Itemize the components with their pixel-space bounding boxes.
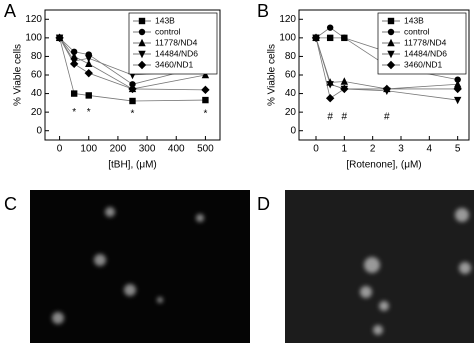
x-tick-label: 5 (455, 144, 461, 155)
y-tick-label: 40 (31, 88, 43, 99)
marker (70, 52, 78, 60)
y-tick-label: 20 (285, 107, 297, 118)
y-axis-label: % Viable cells (13, 44, 24, 106)
y-tick-label: 80 (31, 51, 43, 62)
marker (129, 97, 136, 105)
y-tick-label: 120 (25, 14, 42, 25)
legend-label: 143B (155, 15, 175, 25)
marker (129, 81, 136, 88)
legend-label: 14484/ND6 (404, 48, 447, 58)
legend-marker (138, 28, 146, 36)
image-c (30, 190, 250, 343)
legend-label: 3460/ND1 (404, 59, 443, 69)
annotation: * (131, 109, 135, 120)
y-tick-label: 120 (279, 14, 296, 25)
annotation: # (342, 111, 348, 122)
legend-marker (138, 38, 146, 47)
annotation: * (203, 109, 207, 120)
x-tick-label: 1 (342, 144, 348, 155)
legend-marker (387, 50, 395, 59)
marker (340, 77, 349, 85)
legend-marker (138, 50, 146, 59)
marker (340, 84, 349, 94)
y-tick-label: 100 (25, 32, 42, 43)
x-axis-label: [tBH], (μM) (108, 160, 157, 171)
legend-marker (387, 17, 395, 25)
marker (202, 96, 209, 104)
marker (70, 48, 78, 55)
marker (311, 33, 321, 43)
marker (128, 84, 137, 94)
legend-label: control (404, 26, 430, 36)
x-tick-label: 0 (57, 144, 63, 155)
y-tick-label: 60 (285, 70, 297, 81)
panel-label: B (257, 1, 269, 21)
y-tick-label: 0 (290, 125, 296, 136)
x-axis-label: [Rotenone], (μM) (346, 160, 421, 171)
legend-label: 143B (404, 15, 424, 25)
legend-marker (137, 60, 147, 70)
legend-marker (386, 60, 396, 70)
marker (85, 92, 92, 99)
x-tick-label: 3 (398, 144, 404, 155)
x-tick-label: 0 (313, 144, 319, 155)
legend-label: 14484/ND6 (155, 48, 198, 58)
marker (453, 96, 462, 105)
legend-marker (138, 17, 146, 25)
annotation: * (87, 107, 91, 118)
marker (325, 94, 335, 103)
legend-label: 11778/ND4 (155, 37, 198, 47)
panel-label: C (4, 194, 17, 214)
marker (201, 85, 210, 95)
marker (382, 84, 392, 94)
marker (326, 81, 334, 89)
y-tick-label: 80 (285, 51, 297, 62)
y-tick-label: 60 (31, 70, 43, 81)
marker (70, 90, 78, 97)
x-tick-label: 200 (110, 144, 127, 155)
annotation: # (384, 111, 390, 122)
panel-label: A (4, 1, 16, 21)
marker (453, 80, 462, 88)
legend-label: 3460/ND1 (155, 59, 194, 69)
cells-c (52, 207, 204, 324)
x-tick-label: 300 (139, 144, 156, 155)
y-tick-label: 0 (36, 125, 42, 136)
marker (326, 34, 334, 42)
y-axis-label: % Viable cells (267, 44, 278, 106)
y-tick-label: 20 (31, 107, 43, 118)
x-tick-label: 4 (427, 144, 433, 155)
x-tick-label: 500 (197, 144, 214, 155)
legend-label: 11778/ND4 (404, 37, 447, 47)
y-tick-label: 100 (279, 32, 296, 43)
marker (454, 76, 461, 83)
marker (453, 84, 462, 94)
legend-marker (387, 38, 395, 47)
x-tick-label: 100 (80, 144, 97, 155)
marker (85, 55, 93, 63)
annotation: # (327, 111, 333, 122)
annotation: * (72, 107, 76, 118)
marker (84, 68, 93, 78)
marker (69, 59, 79, 69)
panel-label: D (257, 194, 270, 214)
legend-label: control (155, 26, 181, 36)
cells-d (360, 208, 471, 335)
marker (85, 59, 93, 68)
legend-marker (387, 28, 395, 36)
marker (326, 24, 334, 31)
x-tick-label: 2 (370, 144, 376, 155)
marker (55, 33, 64, 43)
x-tick-label: 400 (168, 144, 185, 155)
marker (341, 34, 348, 42)
y-tick-label: 40 (285, 88, 297, 99)
